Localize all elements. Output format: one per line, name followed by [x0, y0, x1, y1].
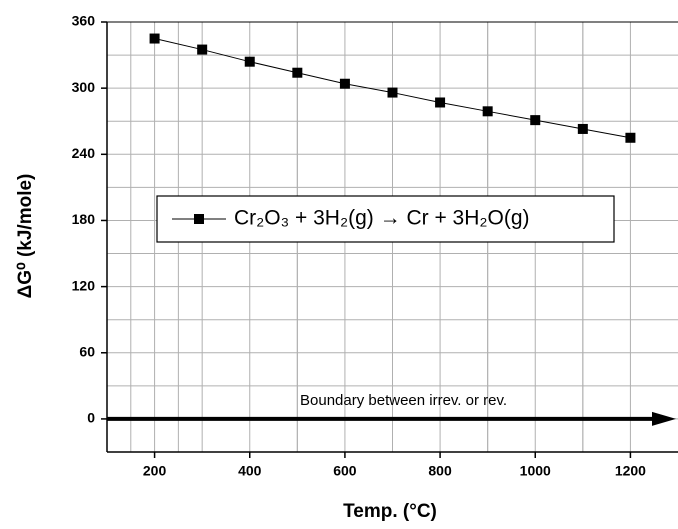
marker [435, 97, 446, 108]
marker [339, 78, 350, 89]
x-tick-label: 600 [333, 463, 357, 479]
y-tick-label: 60 [79, 343, 95, 359]
legend: Cr₂O₃ + 3H₂(g) → Cr + 3H₂O(g) [156, 195, 615, 243]
y-tick-label: 0 [87, 410, 95, 426]
marker [387, 87, 398, 98]
x-axis-title: Temp. (°C) [343, 501, 437, 522]
legend-box [156, 195, 615, 243]
marker [625, 132, 636, 143]
x-tick-label: 400 [238, 463, 262, 479]
legend-marker [194, 214, 204, 224]
annotation: Boundary between irrev. or rev. [300, 392, 507, 409]
marker [149, 33, 160, 44]
x-tick-label: 1200 [615, 463, 646, 479]
marker [530, 115, 541, 126]
marker [292, 67, 303, 78]
y-tick-label: 120 [72, 277, 96, 293]
arrow-head [652, 411, 676, 426]
legend-label: Cr₂O₃ + 3H₂(g) → Cr + 3H₂O(g) [234, 207, 530, 230]
y-tick-label: 240 [72, 145, 96, 161]
y-tick-label: 360 [72, 13, 96, 29]
y-tick-label: 300 [72, 79, 96, 95]
marker [197, 44, 208, 55]
y-tick-label: 180 [72, 211, 96, 227]
marker [482, 106, 493, 117]
y-axis-title: ΔG⁰ (kJ/mole) [15, 174, 36, 299]
marker [244, 56, 255, 67]
x-tick-label: 200 [143, 463, 167, 479]
marker [577, 123, 588, 134]
x-tick-label: 1000 [520, 463, 551, 479]
x-tick-label: 800 [428, 463, 452, 479]
